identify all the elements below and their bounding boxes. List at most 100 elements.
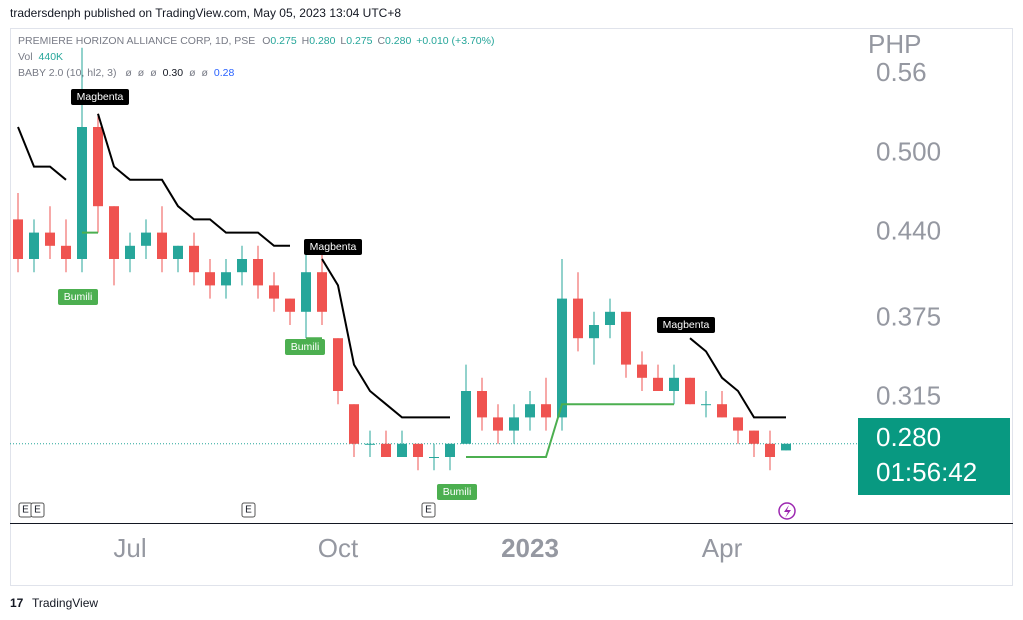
candle-body — [493, 417, 503, 431]
candle-body — [509, 417, 519, 431]
indicator-line — [17, 113, 786, 419]
candle-body — [397, 443, 407, 457]
ohlc-value: 0.275 — [270, 35, 296, 47]
volume-line: Vol 440K — [18, 51, 63, 63]
candle-body — [221, 272, 231, 286]
candle-body — [333, 338, 343, 391]
event-marker — [421, 502, 436, 518]
y-tick-label: 0.440 — [876, 215, 941, 245]
signal-label: Magbenta — [310, 241, 357, 253]
candle-body — [349, 404, 359, 444]
flash-glyph — [784, 505, 791, 518]
candle-body — [125, 245, 135, 259]
y-tick-label: 0.56 — [876, 57, 927, 87]
indicator-value: ø — [125, 67, 132, 79]
signal-box — [304, 239, 362, 255]
candle-body — [45, 232, 55, 246]
ohlc-label: C — [377, 35, 385, 47]
candle-body — [589, 325, 599, 339]
candle-body — [717, 404, 727, 418]
publish-header: tradersdenph published on TradingView.co… — [10, 6, 401, 20]
signal-box — [71, 89, 129, 105]
candle-body — [13, 219, 23, 259]
signal-label: Bumili — [443, 486, 472, 498]
signal-label: Bumili — [291, 341, 320, 353]
signal-box — [58, 289, 98, 305]
x-tick-label: Oct — [318, 533, 359, 563]
candle-body — [157, 232, 167, 259]
last-price-box — [858, 418, 1010, 495]
ohlc-value: 0.275 — [346, 35, 372, 47]
candle-body — [669, 377, 679, 391]
indicator-line: BABY 2.0 (10, hl2, 3) ø ø ø 0.30 ø ø 0.28 — [18, 67, 235, 79]
x-tick-label: 2023 — [501, 533, 559, 563]
candle-body — [429, 457, 439, 458]
candle-body — [285, 298, 295, 312]
candle-body — [269, 285, 279, 299]
event-label: E — [245, 505, 252, 516]
candle-body — [653, 377, 663, 391]
footer-logo: 17 TradingView — [10, 596, 98, 610]
signal-box — [285, 339, 325, 355]
plot — [10, 47, 858, 471]
candle-body — [205, 272, 215, 286]
y-tick-label: 0.500 — [876, 136, 941, 166]
candle-body — [749, 430, 759, 444]
ohlc-value: 0.280 — [309, 35, 335, 47]
ohlc-label: H — [302, 35, 310, 47]
candle-body — [109, 206, 119, 259]
candle-body — [253, 259, 263, 286]
currency: PHP — [868, 29, 921, 59]
event-marker — [241, 502, 256, 518]
footer-text: TradingView — [32, 596, 98, 610]
signal-label: Bumili — [64, 291, 93, 303]
ohlc-label: O — [262, 35, 270, 47]
candle-body — [381, 443, 391, 457]
candle-body — [621, 311, 631, 365]
event-marker — [30, 502, 45, 518]
candle-body — [173, 245, 183, 259]
candle-body — [541, 404, 551, 418]
event-label: E — [425, 505, 432, 516]
indicator-value: 0.30 — [163, 67, 184, 79]
candle-body — [365, 443, 375, 445]
logo-mark: 17 — [10, 596, 24, 610]
candle-body — [573, 298, 583, 339]
signal-box — [657, 317, 715, 333]
candle-body — [605, 311, 615, 325]
event-label: E — [22, 505, 29, 516]
indicator-value: ø — [150, 67, 157, 79]
indicator-value: 0.28 — [214, 67, 235, 79]
candle-body — [29, 232, 39, 259]
candle-body — [77, 127, 87, 259]
candle-body — [557, 298, 567, 418]
candle-body — [781, 443, 791, 451]
candle-body — [93, 127, 103, 207]
change: +0.010 (+3.70%) — [416, 35, 494, 47]
candle-body — [765, 443, 775, 457]
candle-body — [733, 417, 743, 431]
x-tick-label: Apr — [702, 533, 743, 563]
indicator-name: BABY 2.0 (10, hl2, 3) — [18, 67, 116, 79]
ohlc-value: 0.280 — [385, 35, 411, 47]
signal-label: Magbenta — [663, 319, 710, 331]
candle-body — [525, 404, 535, 418]
candle-body — [301, 272, 311, 312]
candle-body — [141, 232, 151, 246]
last-price-label: 0.280 — [876, 422, 941, 452]
chart-frame — [10, 28, 1013, 586]
indicator-value: ø — [189, 67, 196, 79]
ohlc-label: L — [340, 35, 346, 47]
candle-body — [685, 377, 695, 405]
candle-body — [317, 272, 327, 312]
symbol: PREMIERE HORIZON ALLIANCE CORP, 1D, PSE — [18, 35, 255, 47]
countdown: 01:56:42 — [876, 457, 977, 487]
candle-body — [445, 443, 455, 457]
candle-body — [413, 443, 423, 457]
indicator-value: ø — [202, 67, 209, 79]
indicator-value: ø — [138, 67, 145, 79]
signal-box — [437, 484, 477, 500]
candle-body — [461, 391, 471, 444]
